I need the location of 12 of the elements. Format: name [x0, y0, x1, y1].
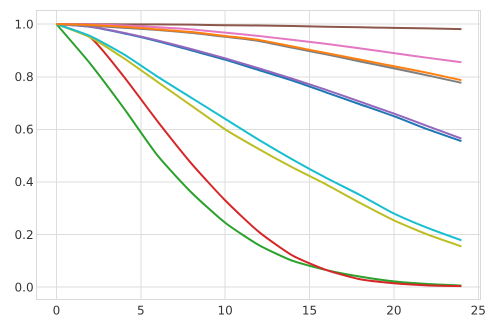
x-tick-label: 15	[302, 303, 318, 318]
x-tick-label: 25	[470, 303, 486, 318]
x-tick-label: 5	[136, 303, 145, 318]
y-tick-label: 0.6	[14, 122, 34, 137]
x-tick-label: 10	[218, 303, 233, 318]
y-tick-label: 0.8	[14, 70, 34, 84]
x-tick-label: 0	[52, 303, 60, 318]
y-tick-label: 0.2	[14, 228, 34, 242]
x-tick-label: 20	[386, 303, 402, 318]
y-tick-label: 1.0	[14, 17, 34, 32]
y-tick-label: 0.0	[14, 280, 34, 294]
y-tick-label: 0.4	[14, 175, 34, 190]
